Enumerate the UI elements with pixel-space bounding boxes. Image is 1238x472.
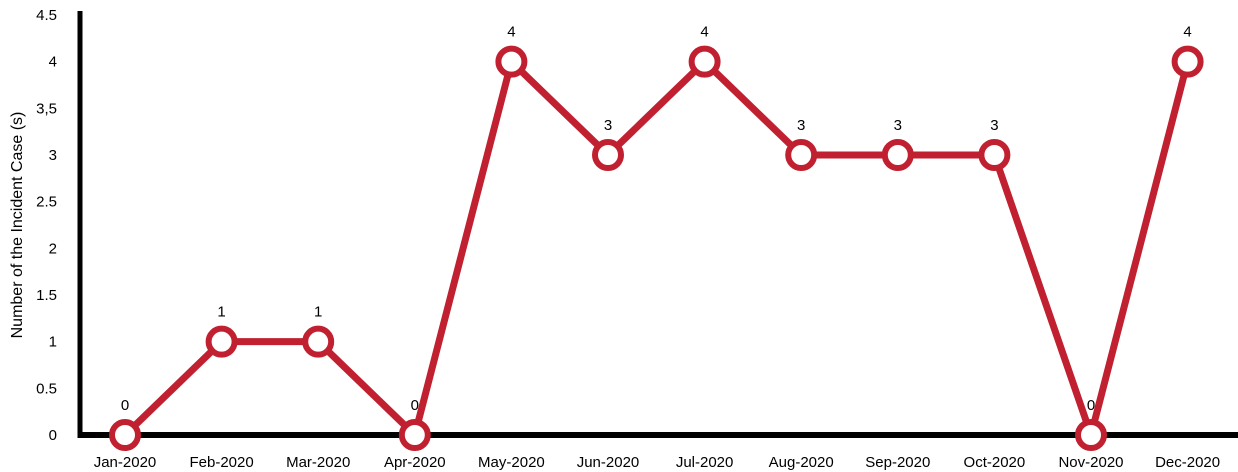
- data-label: 3: [990, 117, 998, 134]
- data-point-marker: [881, 139, 914, 171]
- y-tick-label: 4: [49, 54, 57, 71]
- series-line: [122, 58, 1191, 439]
- y-tick-label: 0.5: [36, 380, 57, 397]
- y-tick-label: 4.5: [36, 7, 57, 24]
- y-axis-title: Number of the Incident Case (s): [9, 112, 26, 339]
- x-tick-label: Apr-2020: [384, 454, 446, 471]
- data-label: 1: [314, 304, 322, 321]
- data-point-marker: [205, 325, 238, 358]
- data-label: 4: [1183, 24, 1191, 41]
- x-tick-label: Dec-2020: [1155, 454, 1220, 471]
- y-axis-ticks: 0 0.5 1 1.5 2 2.5 3 3,5 4 4.5: [36, 7, 57, 444]
- data-point-marker: [688, 45, 721, 78]
- data-label: 4: [700, 24, 708, 41]
- x-tick-label: Mar-2020: [286, 454, 350, 471]
- axes: [77, 11, 1238, 438]
- data-label: 3: [604, 117, 612, 134]
- data-label: 3: [797, 117, 805, 134]
- y-tick-label: 2.5: [36, 194, 57, 211]
- x-axis-ticks: Jan-2020 Feb-2020 Mar-2020 Apr-2020 May-2020…: [94, 454, 1220, 471]
- data-label: 0: [411, 397, 419, 414]
- data-label: 0: [1087, 397, 1095, 414]
- data-point-marker: [1171, 45, 1204, 78]
- data-point-marker: [302, 325, 335, 358]
- data-point-marker: [398, 419, 431, 451]
- x-tick-label: Jun-2020: [577, 454, 640, 471]
- data-point-marker: [978, 139, 1011, 171]
- data-label: 1: [217, 304, 225, 321]
- y-tick-label: 3,5: [36, 100, 57, 117]
- x-tick-label: Feb-2020: [189, 454, 253, 471]
- y-tick-label: 0: [49, 427, 57, 444]
- y-tick-label: 3: [49, 147, 57, 164]
- series-group: [109, 45, 1204, 451]
- data-label: 4: [507, 24, 515, 41]
- x-tick-label: Aug-2020: [769, 454, 834, 471]
- data-point-marker: [109, 419, 141, 451]
- data-point-marker: [1075, 419, 1107, 451]
- x-tick-label: Nov-2020: [1058, 454, 1123, 471]
- x-tick-label: Sep-2020: [865, 454, 930, 471]
- data-point-marker: [785, 139, 818, 171]
- y-tick-label: 1.5: [36, 287, 57, 304]
- y-tick-label: 1: [49, 334, 57, 351]
- y-tick-label: 2: [49, 240, 57, 257]
- x-tick-label: May-2020: [478, 454, 545, 471]
- x-tick-label: Jan-2020: [94, 454, 157, 471]
- x-tick-label: Jul-2020: [676, 454, 734, 471]
- data-labels: 0 1 1 0 4 3 4 3 3 3 0 4: [121, 24, 1192, 414]
- data-label: 3: [894, 117, 902, 134]
- data-point-marker: [592, 139, 624, 171]
- data-label: 0: [121, 397, 129, 414]
- data-point-marker: [495, 45, 528, 78]
- x-tick-label: Oct-2020: [964, 454, 1026, 471]
